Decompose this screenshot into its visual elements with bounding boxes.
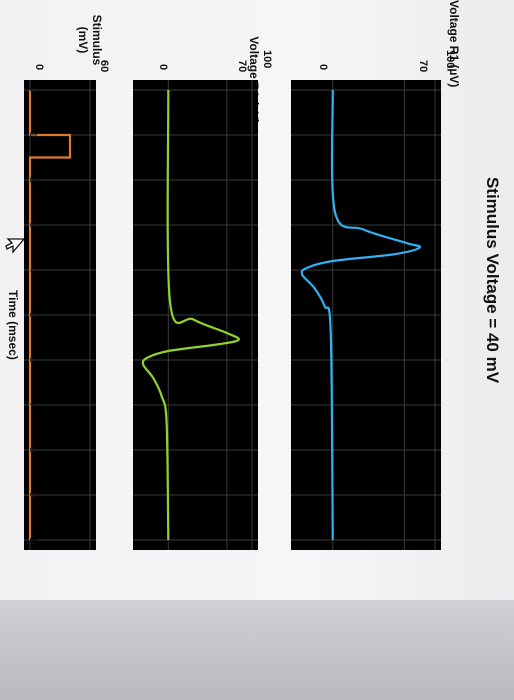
monitor-bezel (0, 600, 514, 700)
stimulus-ytick-60: 60 (98, 60, 110, 73)
x-tick-1: 1 (27, 132, 38, 138)
panel-r2-plot (133, 80, 258, 550)
x-axis-label: Time (msec) (6, 290, 20, 360)
stimulus-ytick-0: 0 (33, 64, 45, 71)
panel-r1 (291, 80, 441, 550)
x-tick-6: 6 (27, 357, 38, 363)
x-tick-2: 2 (27, 177, 38, 183)
r1-trace (300, 89, 422, 541)
r2-ytick-70: 70 (236, 60, 248, 73)
panel-stimulus-plot (24, 80, 96, 550)
r1-ytick-70: 70 (417, 60, 429, 73)
oscilloscope-figure: Stimulus Voltage = 40 mV Voltage R1 (µV)… (5, 0, 502, 550)
r1-ytick-100: 100 (444, 50, 456, 69)
stimulus-trace (28, 90, 72, 540)
x-tick-7: 7 (27, 402, 38, 408)
x-tick-8: 8 (27, 447, 38, 453)
chart-title: Stimulus Voltage = 40 mV (483, 176, 502, 384)
r2-ytick-0: 0 (157, 64, 169, 71)
x-tick-9: 9 (27, 492, 38, 498)
r2-trace (141, 89, 240, 541)
x-tick-10: 10 (27, 537, 38, 549)
cursor-arrow-icon (5, 238, 26, 254)
r2-ytick-100: 100 (261, 50, 273, 69)
x-tick-4: 4 (27, 267, 38, 273)
panel-r2 (133, 80, 258, 550)
panel-r1-plot (291, 80, 441, 550)
r1-ytick-0: 0 (317, 64, 329, 71)
panel-stimulus (24, 80, 96, 550)
x-tick-0: 0 (27, 87, 38, 93)
x-tick-5: 5 (27, 312, 38, 318)
x-tick-3: 3 (27, 222, 38, 228)
